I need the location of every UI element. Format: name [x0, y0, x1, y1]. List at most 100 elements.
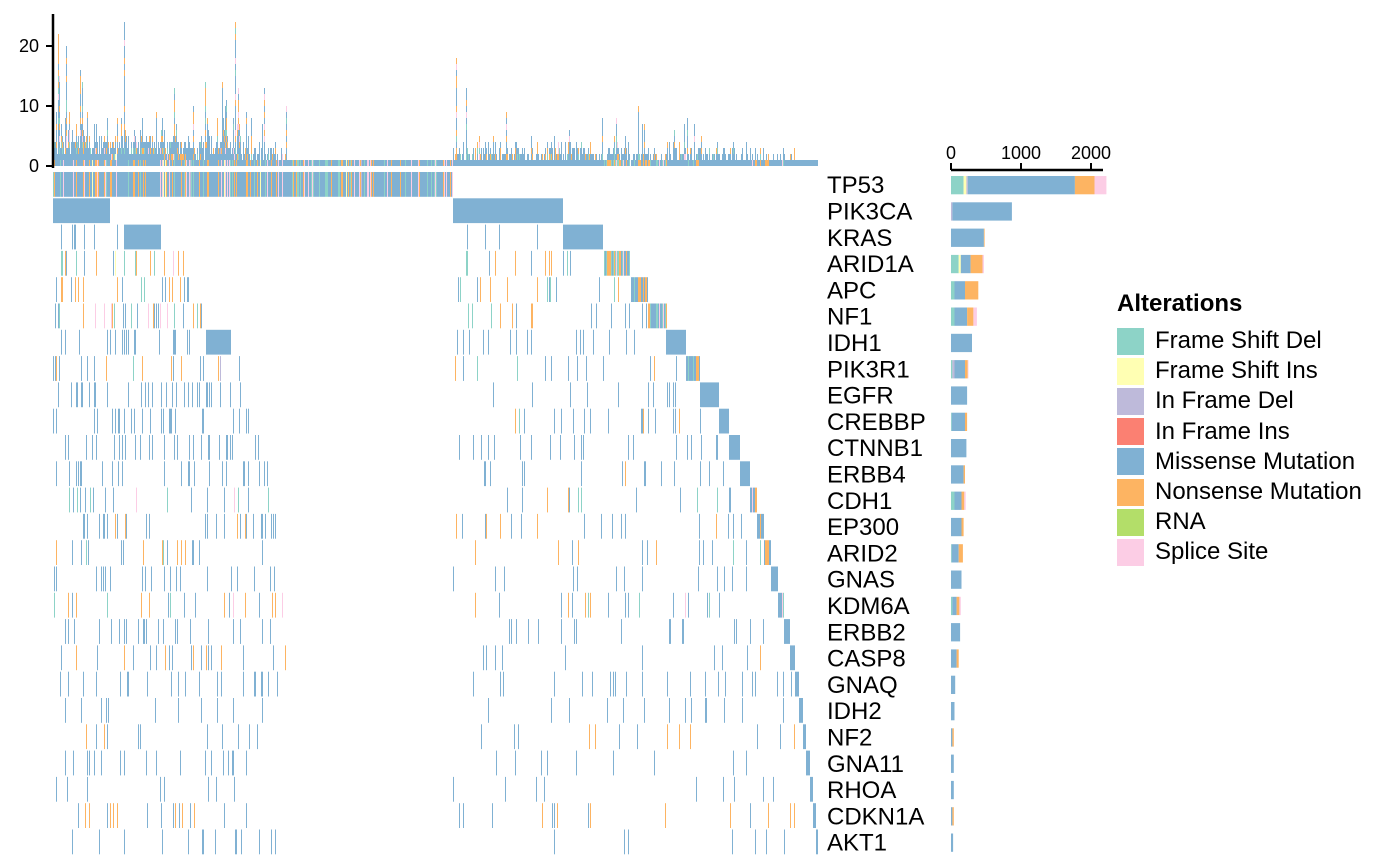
top-bar-segment [612, 154, 613, 160]
top-bar-segment [214, 160, 215, 166]
top-bar-segment [680, 160, 681, 166]
top-bar-segment [644, 124, 645, 130]
top-bar-segment [184, 160, 185, 166]
top-bar-segment [117, 118, 118, 124]
top-bar-segment [622, 160, 623, 166]
top-bar-segment [642, 142, 643, 148]
cell-cdh1 [729, 487, 731, 513]
top-bar-segment [185, 148, 186, 154]
cell-arid1a [616, 250, 617, 276]
top-bar-segment [59, 88, 60, 94]
cell-erbb4 [490, 461, 491, 487]
top-bar-segment [142, 154, 143, 160]
top-bar-segment [222, 124, 223, 130]
top-bar-segment [265, 154, 266, 160]
cell-egfr [172, 382, 173, 408]
top-bar-segment [698, 154, 699, 160]
cell-tp53 [359, 172, 360, 197]
top-bar-segment [239, 142, 240, 148]
top-bar-segment [599, 160, 600, 166]
top-bar-segment [203, 154, 204, 160]
top-bar-segment [532, 154, 533, 160]
cell-tp53 [308, 172, 309, 197]
cell-ep300 [625, 513, 626, 539]
top-bar-segment [284, 160, 285, 166]
cell-tp53 [365, 172, 367, 197]
top-bar-segment [810, 160, 811, 166]
top-bar-segment [207, 154, 208, 160]
top-bar-segment [392, 160, 393, 166]
top-bar-segment [579, 160, 580, 166]
top-bar-segment [603, 160, 604, 166]
top-bar-segment [135, 142, 136, 148]
cell-idh1 [134, 329, 136, 355]
cell-cdh1 [238, 487, 239, 513]
top-bar-segment [152, 136, 153, 142]
cell-cdkn1a [190, 803, 191, 828]
legend-label: Nonsense Mutation [1155, 478, 1362, 506]
cell-crebbp [679, 408, 680, 434]
top-bar-segment [62, 154, 63, 160]
top-bar-segment [655, 154, 656, 160]
top-bar-segment [316, 160, 317, 166]
cell-tp53 [97, 172, 98, 197]
top-bar-segment [180, 148, 181, 154]
cell-ctnnb1 [574, 435, 575, 460]
top-bar-segment [674, 154, 675, 160]
cell-tp53 [279, 172, 282, 197]
top-bar-segment [333, 160, 334, 166]
cell-ep300 [761, 513, 764, 539]
top-bar-segment [59, 124, 60, 130]
top-bar-segment [504, 160, 505, 166]
top-bar-segment [763, 148, 764, 154]
top-bar-segment [684, 124, 685, 130]
top-bar-segment [96, 124, 97, 130]
cell-crebbp [524, 408, 525, 434]
top-bar-segment [769, 160, 770, 166]
top-bar-segment [469, 154, 470, 160]
top-bar-segment [419, 160, 420, 166]
cell-tp53 [260, 172, 261, 197]
top-bar-segment [379, 160, 380, 166]
top-bar-segment [589, 154, 590, 160]
cell-nf1 [660, 303, 662, 329]
top-bar-segment [163, 148, 164, 154]
heatmap-row-ctnnb1 [65, 435, 740, 460]
top-bar-segment [793, 160, 794, 166]
top-bar-segment [479, 136, 480, 142]
top-bar-segment [108, 154, 109, 160]
top-bar-segment [82, 142, 83, 148]
cell-pik3r1 [218, 356, 219, 381]
top-bar-segment [339, 160, 340, 166]
top-bar-segment [213, 154, 214, 160]
top-bar-segment [411, 160, 412, 166]
cell-arid2 [185, 540, 186, 565]
cell-erbb4 [248, 461, 249, 487]
top-bar-segment [199, 142, 200, 148]
top-bar-segment [359, 160, 360, 166]
top-bar-segment [762, 160, 763, 166]
top-bar-segment [174, 148, 175, 154]
top-bar-segment [76, 142, 77, 148]
top-bar-segment [237, 142, 238, 148]
top-bar-segment [576, 148, 577, 154]
cell-crebbp [115, 408, 116, 434]
top-bar-segment [506, 124, 507, 130]
top-bar-segment [426, 160, 427, 166]
top-bar-segment [205, 136, 206, 142]
top-bar-segment [235, 58, 236, 64]
top-bar-segment [489, 160, 490, 166]
top-bar-segment [706, 160, 707, 166]
cell-idh2 [669, 698, 670, 723]
top-bar-segment [531, 154, 532, 160]
cell-erbb2 [736, 619, 737, 644]
top-bar-segment [458, 160, 459, 166]
top-bar-segment [174, 124, 175, 130]
top-bar-segment [488, 142, 489, 148]
cell-cdkn1a [85, 803, 86, 828]
top-bar-segment [596, 154, 597, 160]
top-bar-segment [167, 142, 168, 148]
top-bar-segment [238, 112, 239, 118]
top-bar-segment [626, 154, 627, 160]
cell-gnas [105, 566, 106, 592]
